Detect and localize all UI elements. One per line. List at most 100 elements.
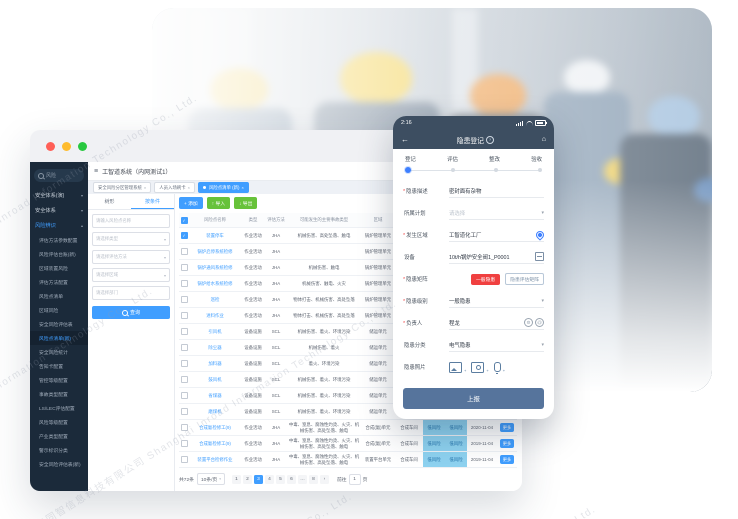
sidebar-item[interactable]: LS/LEC评估配置 (30, 401, 88, 415)
risk-point-link[interactable]: 锅炉启停系统检修 (197, 248, 233, 254)
risk-point-link[interactable]: 引风机 (208, 328, 222, 334)
page-button[interactable]: 2 (242, 474, 252, 484)
row-checkbox[interactable] (180, 280, 188, 287)
sidebar-item[interactable]: 评估方法参数配置 (30, 233, 88, 247)
sidebar-item[interactable]: 安全风险评估表(新) (30, 457, 88, 471)
sidebar-item[interactable]: 风险等级配置 (30, 415, 88, 429)
risk-point-link[interactable]: 磨煤机 (208, 408, 222, 414)
more-actions-button[interactable]: 更多 (499, 423, 515, 432)
more-actions-button[interactable]: 更多 (499, 455, 515, 464)
page-button[interactable]: … (297, 474, 307, 484)
location-pin-icon[interactable] (534, 228, 546, 241)
sidebar-group[interactable]: 安全体系(演) ▾ (30, 188, 88, 203)
filter-field[interactable]: 请选择区域 ▾ (92, 268, 170, 282)
page-button[interactable]: 3 (253, 474, 263, 484)
close-tab-icon[interactable]: × (143, 185, 147, 190)
risk-point-link[interactable]: 合成氨检修工(9) (199, 440, 231, 446)
export-button[interactable]: ↓ 导出 (234, 197, 258, 209)
add-camera-photo-icon[interactable] (471, 361, 485, 373)
filter-field[interactable]: 请选择部门 (92, 286, 170, 300)
sidebar-item[interactable]: 管控等级配置 (30, 373, 88, 387)
page-size-select[interactable]: 10条/页 ▾ (196, 473, 225, 485)
row-checkbox[interactable] (180, 344, 188, 351)
row-checkbox[interactable] (180, 328, 188, 335)
hazard-level-button[interactable]: 一般隐患 (471, 273, 501, 285)
row-checkbox[interactable] (180, 440, 188, 447)
sidebar-item[interactable]: 警示标识分类 (30, 443, 88, 457)
sidebar-item[interactable]: 产业类型配置 (30, 429, 88, 443)
filter-field[interactable]: 请选择类型 ▾ (92, 232, 170, 246)
page-button[interactable]: 8 (308, 474, 318, 484)
row-checkbox[interactable] (180, 296, 188, 303)
filter-tab[interactable]: 按条件 (131, 194, 174, 209)
sidebar-item[interactable]: 安全风险统计 (30, 345, 88, 359)
goto-page-input[interactable]: 1 (348, 473, 361, 485)
sidebar-item[interactable]: 评估方法配置 (30, 275, 88, 289)
sidebar-item[interactable]: 区域装置风险 (30, 261, 88, 275)
sidebar-item[interactable]: 风险点清单 (30, 289, 88, 303)
close-window-dot[interactable] (46, 141, 55, 151)
filter-field[interactable]: 请选择评估方法 ▾ (92, 250, 170, 264)
row-checkbox[interactable]: ✓ (180, 232, 188, 239)
mention-at-icon[interactable]: @ (535, 318, 544, 327)
row-checkbox[interactable] (180, 376, 188, 383)
maximize-window-dot[interactable] (78, 141, 87, 151)
step-label[interactable]: 登记 (405, 155, 416, 163)
add-voice-record-icon[interactable] (493, 362, 501, 374)
open-tab[interactable]: 风险点清单 (新) × (197, 182, 249, 193)
owner-input[interactable]: 程龙 (449, 320, 460, 327)
minimize-window-dot[interactable] (62, 141, 71, 151)
more-actions-button[interactable]: 更多 (499, 439, 515, 448)
row-checkbox[interactable] (180, 248, 188, 255)
risk-point-link[interactable]: 进料作业 (206, 312, 224, 318)
open-tab[interactable]: 人员入场刷卡 × (154, 182, 195, 193)
risk-point-link[interactable]: 省煤器 (208, 392, 222, 398)
risk-point-link[interactable]: 巡检 (210, 296, 220, 302)
row-checkbox[interactable] (180, 408, 188, 415)
row-checkbox[interactable] (180, 424, 188, 431)
sidebar-item[interactable]: 风险点清单(新) (30, 331, 88, 345)
page-button[interactable]: 6 (286, 474, 296, 484)
search-button[interactable]: 查询 (92, 306, 170, 319)
page-button[interactable]: 1 (231, 474, 241, 484)
page-button[interactable]: › (319, 474, 329, 484)
step-label[interactable]: 评估 (447, 155, 458, 163)
select-all-checkbox[interactable]: ✓ (180, 216, 188, 224)
row-checkbox[interactable] (180, 312, 188, 319)
risk-point-link[interactable]: 加料器 (208, 360, 222, 366)
device-input[interactable]: 10t/h锅炉安全阀1_P0001 (449, 254, 510, 261)
risk-point-link[interactable]: 锅炉给水系统检修 (197, 280, 233, 286)
risk-point-link[interactable]: 除尘器 (208, 344, 222, 350)
matrix-evaluate-button[interactable]: 隐患评估矩阵 (505, 273, 544, 285)
sidebar-group[interactable]: 安全体系 ▾ (30, 203, 88, 218)
description-input[interactable]: 密封面有杂物 (449, 188, 482, 195)
sidebar-item[interactable]: 区域风险 (30, 303, 88, 317)
row-checkbox[interactable] (180, 360, 188, 367)
import-button[interactable]: ↑ 导入 (206, 197, 231, 209)
sidebar-group[interactable]: 风险辨识 ▴ (30, 218, 88, 233)
open-tab[interactable]: 安全风险分区管理系统 × (93, 182, 152, 193)
page-button[interactable]: 4 (264, 474, 274, 484)
plan-select[interactable]: 请选择 (449, 210, 466, 217)
submit-button[interactable]: 上报 (403, 388, 544, 409)
gear-icon[interactable]: ⚙ (524, 318, 533, 327)
sidebar-item[interactable]: 风险评估台账(新) (30, 247, 88, 261)
sidebar-item[interactable]: 安全风险评估表 (30, 317, 88, 331)
filter-tab[interactable]: 树形 (88, 194, 131, 209)
sidebar-item[interactable]: 事故类型配置 (30, 387, 88, 401)
home-icon[interactable]: ⌂ (541, 136, 546, 143)
help-badge-icon[interactable]: ? (485, 135, 494, 144)
category-select[interactable]: 电气隐患 (449, 342, 471, 349)
hamburger-menu-icon[interactable]: ≡ (94, 167, 99, 175)
close-tab-icon[interactable]: × (241, 185, 244, 190)
risk-point-link[interactable]: 装置平台检修作业 (197, 456, 233, 462)
filter-field[interactable]: 请输入风险点名称 (92, 214, 170, 228)
page-button[interactable]: 5 (275, 474, 285, 484)
level-select[interactable]: 一般隐患 (449, 298, 471, 305)
sidebar-search-input[interactable]: 风险 (34, 169, 84, 182)
risk-point-link[interactable]: 合成氨检修工(9) (199, 424, 231, 430)
step-label[interactable]: 整改 (489, 155, 500, 163)
row-checkbox[interactable] (180, 392, 188, 399)
scan-qr-icon[interactable] (535, 252, 544, 261)
risk-point-link[interactable]: 锅炉通风系统检修 (197, 264, 233, 270)
